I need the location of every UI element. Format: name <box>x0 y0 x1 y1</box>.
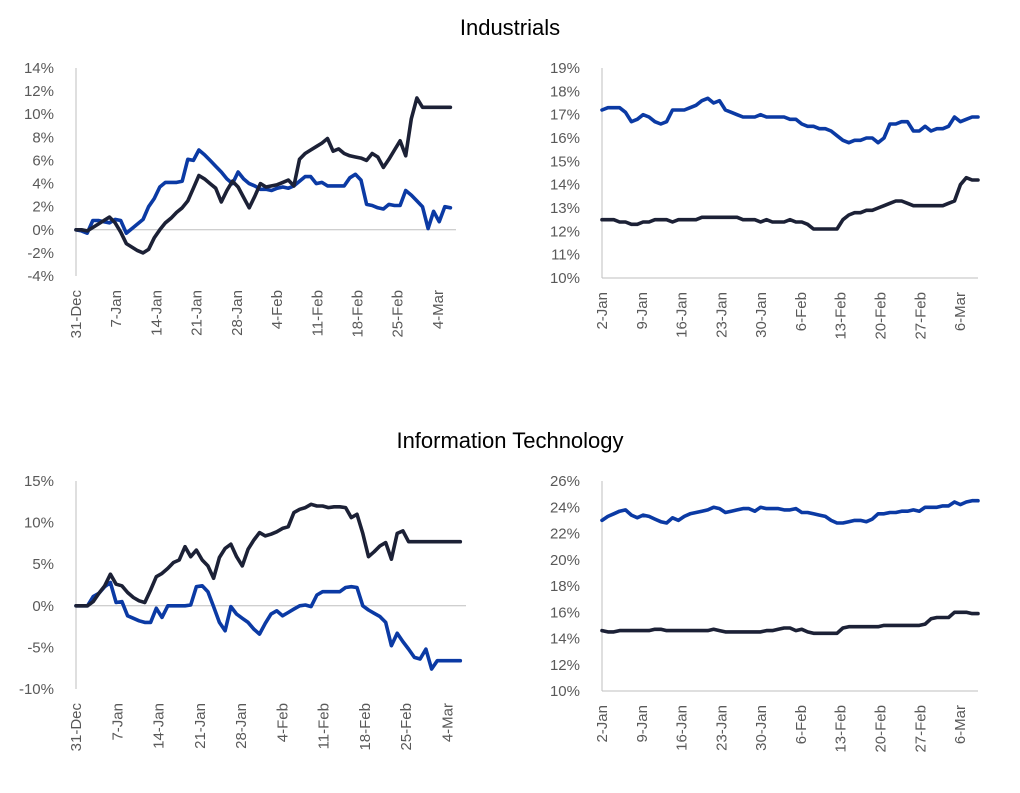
x-tick-label: 18-Feb <box>349 290 366 338</box>
x-tick-label: 6-Feb <box>793 292 810 331</box>
y-tick-label: 15% <box>24 473 54 490</box>
x-tick-label: 20-Feb <box>873 292 890 340</box>
x-tick-label: 4-Mar <box>430 290 447 329</box>
section-title-industrials: Industrials <box>459 15 561 40</box>
x-tick-label: 4-Mar <box>439 703 456 742</box>
x-tick-label: 7-Jan <box>108 290 125 328</box>
x-tick-label: 21-Jan <box>189 290 206 336</box>
y-tick-label: 24% <box>550 499 580 516</box>
y-tick-label: 5% <box>32 556 54 573</box>
series-line-dark <box>74 502 463 608</box>
x-tick-label: 27-Feb <box>912 705 929 753</box>
x-tick-label: 7-Jan <box>109 703 126 741</box>
y-tick-label: 14% <box>550 631 580 648</box>
x-tick-label: 23-Jan <box>713 705 730 751</box>
y-tick-label: 12% <box>550 223 580 240</box>
y-tick-label: 14% <box>550 177 580 194</box>
series-line-dark <box>600 610 980 636</box>
x-tick-label: 16-Jan <box>674 292 691 338</box>
x-tick-label: 4-Feb <box>269 290 286 329</box>
y-tick-label: 10% <box>24 106 54 123</box>
y-tick-label: 4% <box>32 176 54 193</box>
x-tick-label: 30-Jan <box>753 705 770 751</box>
y-tick-label: 12% <box>24 83 54 100</box>
y-tick-label: 0% <box>32 598 54 615</box>
y-tick-label: 13% <box>550 200 580 217</box>
y-tick-label: -4% <box>27 268 54 285</box>
y-tick-label: 10% <box>550 683 580 700</box>
x-tick-label: 28-Jan <box>233 703 250 749</box>
y-tick-label: -2% <box>27 245 54 262</box>
x-tick-label: 13-Feb <box>833 292 850 340</box>
x-tick-label: 28-Jan <box>229 290 246 336</box>
x-tick-label: 31-Dec <box>68 290 85 339</box>
x-tick-label: 11-Feb <box>309 290 326 336</box>
x-tick-label: 9-Jan <box>634 705 651 743</box>
x-tick-label: 25-Feb <box>390 290 407 338</box>
y-tick-label: 0% <box>32 222 54 239</box>
y-tick-label: 17% <box>550 107 580 124</box>
series-line-blue <box>74 148 453 235</box>
x-tick-label: 13-Feb <box>833 705 850 753</box>
x-tick-label: 20-Feb <box>873 705 890 753</box>
x-tick-label: 16-Jan <box>674 705 691 751</box>
x-tick-label: 25-Feb <box>398 703 415 751</box>
x-tick-label: 30-Jan <box>753 292 770 338</box>
y-tick-label: 6% <box>32 152 54 169</box>
y-tick-label: -10% <box>19 681 54 698</box>
x-tick-label: 2-Jan <box>594 292 611 330</box>
series-line-dark <box>74 96 453 255</box>
y-tick-label: 26% <box>550 473 580 490</box>
y-tick-label: 10% <box>24 515 54 532</box>
series-line-blue <box>600 498 980 525</box>
x-tick-label: 6-Mar <box>952 705 969 744</box>
x-tick-label: 6-Mar <box>952 292 969 331</box>
x-tick-label: 21-Jan <box>192 703 209 749</box>
x-tick-label: 23-Jan <box>713 292 730 338</box>
section-title-information-technology: Information Technology <box>396 428 624 453</box>
y-tick-label: 18% <box>550 578 580 595</box>
x-tick-label: 18-Feb <box>357 703 374 751</box>
y-tick-label: 10% <box>550 270 580 287</box>
y-tick-label: 15% <box>550 153 580 170</box>
x-tick-label: 31-Dec <box>68 703 85 752</box>
y-tick-label: 12% <box>550 657 580 674</box>
y-tick-label: 18% <box>550 83 580 100</box>
y-tick-label: 14% <box>24 60 54 77</box>
x-tick-label: 27-Feb <box>912 292 929 340</box>
y-tick-label: 2% <box>32 199 54 216</box>
series-line-dark <box>600 175 980 231</box>
y-tick-label: -5% <box>27 639 54 656</box>
y-tick-label: 22% <box>550 526 580 543</box>
y-tick-label: 19% <box>550 60 580 77</box>
y-tick-label: 16% <box>550 130 580 147</box>
x-tick-label: 6-Feb <box>793 705 810 744</box>
x-tick-label: 2-Jan <box>594 705 611 743</box>
y-tick-label: 20% <box>550 552 580 569</box>
x-tick-label: 9-Jan <box>634 292 651 330</box>
x-tick-label: 4-Feb <box>274 703 291 742</box>
x-tick-label: 11-Feb <box>316 703 333 749</box>
x-tick-label: 14-Jan <box>148 290 165 336</box>
y-tick-label: 11% <box>551 247 580 264</box>
x-tick-label: 14-Jan <box>151 703 168 749</box>
y-tick-label: 8% <box>32 129 54 146</box>
series-line-blue <box>74 580 463 671</box>
y-tick-label: 16% <box>550 604 580 621</box>
series-line-blue <box>600 96 980 145</box>
